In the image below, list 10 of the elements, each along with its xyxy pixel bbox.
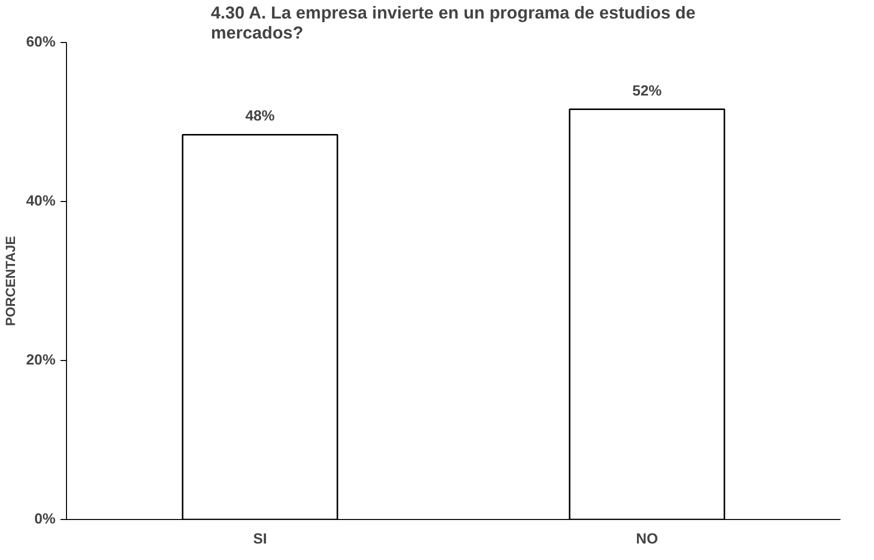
y-tick-label: 60% <box>26 34 56 50</box>
x-tick-label: SI <box>253 532 267 548</box>
data-label: 48% <box>245 108 275 125</box>
x-tick-label: NO <box>636 532 658 548</box>
chart-title: 4.30 A. La empresa invierte en un programa de estudios de mercados? <box>210 2 696 42</box>
y-tick-label: 40% <box>26 194 56 210</box>
data-label: 52% <box>632 83 662 100</box>
y-axis-title: PORCENTAJE <box>3 236 18 326</box>
y-tick-label: 0% <box>34 512 56 528</box>
y-tick-label: 20% <box>26 352 56 368</box>
